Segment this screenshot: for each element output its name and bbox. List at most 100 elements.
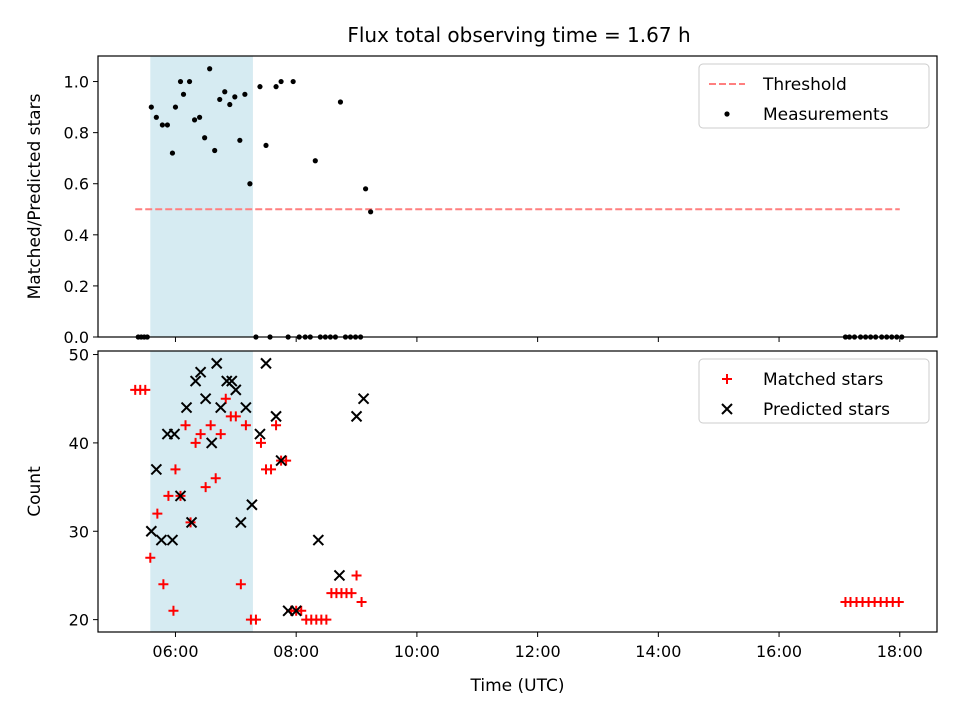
- matched-point: [205, 420, 216, 431]
- measurement-point: [164, 122, 171, 128]
- measurement-point: [263, 142, 269, 149]
- predicted-point: [260, 357, 272, 370]
- measurement-point: [227, 101, 233, 108]
- predicted-point: [333, 569, 346, 582]
- matched-point: [140, 384, 151, 395]
- predicted-point: [215, 401, 227, 414]
- matched-point: [250, 614, 261, 625]
- matched-point: [210, 473, 221, 484]
- y-tick-label: 0.6: [64, 175, 89, 194]
- bottom-panel: 20 30 40 50 06:00 08:00 10:00 12:00 14:00 16:00 18…: [25, 346, 938, 696]
- measurement-point: [273, 84, 279, 90]
- x-tick-label: 18:00: [877, 642, 923, 661]
- y-tick-label: 30: [69, 522, 89, 541]
- measurement-point: [257, 84, 263, 90]
- measurement-point: [312, 158, 318, 164]
- y-tick-label: 0.2: [64, 277, 89, 296]
- predicted-point: [174, 490, 187, 502]
- predicted-point: [312, 534, 325, 546]
- x-tick-label: 08:00: [273, 642, 319, 661]
- measurement-point: [337, 99, 344, 105]
- legend-box: [698, 63, 930, 129]
- predicted-point: [275, 454, 287, 467]
- predicted-point: [350, 410, 363, 423]
- matched-point: [215, 429, 226, 440]
- y-tick-label: 0.4: [64, 226, 89, 245]
- legend-label: Predicted stars: [763, 400, 890, 420]
- x-axis-label: Time (UTC): [470, 676, 565, 696]
- matched-point: [296, 605, 307, 616]
- measurement-point: [180, 91, 187, 97]
- chart-title: Flux total observing time = 1.67 h: [347, 23, 690, 47]
- matched-point: [351, 570, 362, 581]
- matched-point: [195, 429, 206, 440]
- series-measurements: [135, 66, 905, 340]
- predicted-point: [199, 393, 212, 405]
- measurement-point: [148, 104, 154, 110]
- y-tick-label: 50: [69, 346, 89, 365]
- matched-point: [230, 411, 241, 422]
- legend-label: Matched stars: [763, 370, 883, 390]
- legend: Threshold Measurements: [698, 63, 930, 129]
- matched-point: [346, 588, 357, 599]
- matched-point: [356, 596, 367, 607]
- measurement-point: [237, 137, 243, 143]
- matched-point: [266, 464, 277, 475]
- y-tick-label: 1.0: [64, 73, 89, 92]
- predicted-point: [180, 401, 193, 414]
- legend-predicted-swatch: [721, 403, 733, 415]
- matched-point: [170, 464, 181, 475]
- measurement-point: [247, 181, 253, 187]
- shaded-span: [150, 351, 253, 632]
- legend-label: Measurements: [763, 105, 889, 125]
- matched-point: [168, 605, 179, 616]
- predicted-point: [230, 384, 242, 396]
- predicted-point: [246, 499, 258, 511]
- predicted-point: [221, 375, 233, 387]
- predicted-point: [194, 366, 207, 378]
- matched-point: [893, 596, 904, 607]
- measurement-point: [177, 78, 184, 85]
- predicted-point: [290, 605, 302, 617]
- predicted-point: [254, 428, 266, 440]
- matched-point: [220, 393, 231, 404]
- series-predicted-stars: [145, 357, 370, 617]
- measurement-point: [202, 135, 208, 141]
- matched-point: [145, 552, 156, 563]
- measurement-point: [153, 114, 159, 120]
- predicted-point: [226, 375, 238, 387]
- measurement-point: [172, 104, 179, 110]
- predicted-point: [168, 428, 181, 440]
- legend: Matched stars Predicted stars: [698, 358, 930, 424]
- predicted-point: [240, 401, 252, 414]
- y-axis-label: Matched/Predicted stars: [25, 93, 45, 299]
- matched-point: [158, 579, 169, 590]
- predicted-point: [357, 393, 370, 405]
- predicted-point: [270, 410, 282, 423]
- matched-point: [163, 490, 174, 501]
- x-tick-label: 12:00: [515, 642, 561, 661]
- measurement-point: [169, 150, 176, 156]
- legend-box: [698, 358, 930, 424]
- matched-point: [271, 420, 282, 431]
- predicted-point: [145, 525, 158, 537]
- y-tick-label: 0.0: [64, 328, 89, 347]
- axes-frame: [97, 55, 938, 338]
- predicted-point: [166, 534, 179, 546]
- measurement-point: [362, 186, 369, 192]
- y-tick-label: 40: [69, 434, 89, 453]
- y-axis-label: Count: [25, 466, 45, 517]
- measurement-point: [232, 94, 238, 100]
- predicted-point: [155, 534, 168, 546]
- matched-point: [240, 420, 251, 431]
- predicted-point: [185, 516, 198, 529]
- y-tick-label: 0.8: [64, 124, 89, 143]
- matched-point: [190, 437, 201, 448]
- measurement-point: [212, 147, 218, 154]
- measurement-point: [186, 78, 193, 85]
- shaded-span: [150, 56, 253, 337]
- x-tick-label: 16:00: [756, 642, 802, 661]
- measurement-point: [290, 78, 296, 85]
- legend-measurement-swatch: [724, 111, 730, 117]
